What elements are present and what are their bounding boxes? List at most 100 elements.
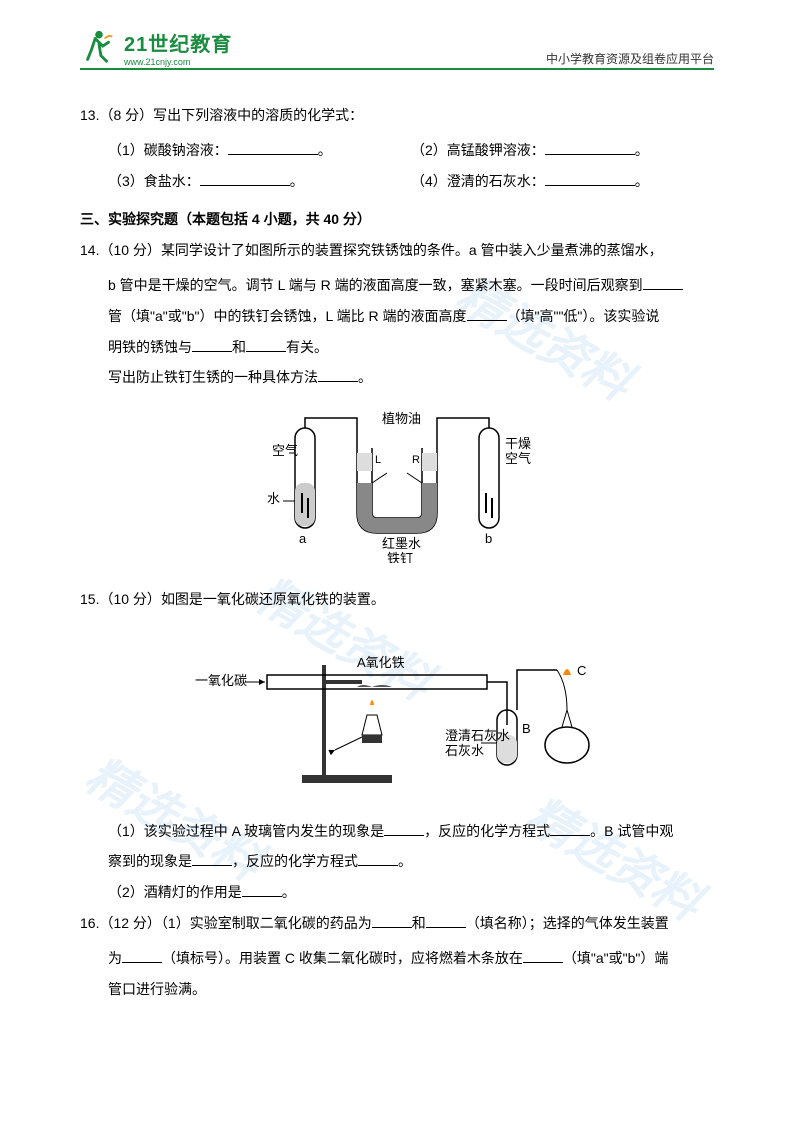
svg-text:一氧化碳: 一氧化碳 (195, 673, 247, 688)
section3-title: 三、实验探究题（本题包括 4 小题，共 40 分） (80, 204, 714, 235)
svg-text:空气: 空气 (272, 443, 298, 458)
blank (523, 947, 563, 963)
q14-l3hint: （填"高""低"）。该实验说 (507, 308, 660, 324)
q15-s2post: 。 (282, 884, 296, 900)
logo-runner-icon (80, 29, 118, 67)
svg-text:R: R (412, 454, 420, 466)
q14-line2: b 管中是干燥的空气。调节 L 端与 R 端的液面高度一致，塞紧木塞。一段时间后… (80, 270, 714, 301)
blank (384, 820, 424, 836)
q15-s1bpre: 察到的现象是 (108, 853, 192, 869)
q16-l2hint: （填"a"或"b"）端 (563, 950, 668, 966)
svg-text:红墨水: 红墨水 (382, 536, 421, 551)
header-divider (80, 68, 714, 70)
blank (228, 139, 318, 155)
svg-text:a: a (299, 531, 307, 546)
logo-url: www.21cnjy.com (124, 57, 232, 67)
q16-s1m2: （填名称）；选择的气体发生装置 (466, 915, 669, 931)
q16-line2: 为 （填标号）。用装置 C 收集二氧化碳时，应将燃着木条放在 （填"a"或"b"）端 (80, 943, 714, 974)
q15-s1mid: ，反应的化学方程式 (424, 823, 550, 839)
q16-l2mid: （填标号）。用装置 C 收集二氧化碳时，应将燃着木条放在 (162, 950, 523, 966)
blank (426, 912, 466, 928)
logo: 21世纪教育 www.21cnjy.com (80, 28, 232, 67)
blank (122, 947, 162, 963)
header-right-text: 中小学教育资源及组卷应用平台 (546, 50, 714, 67)
q16-s1m1: 和 (412, 915, 426, 931)
q13-sub-row2: （3）食盐水： 。 （4）澄清的石灰水： 。 (80, 166, 714, 197)
q14-points: （10 分） (99, 242, 160, 258)
q13-sub-3l: 食盐水： (144, 173, 200, 189)
q13-sub-1s: 。 (318, 142, 332, 158)
blank (545, 170, 635, 186)
q15-text: 如图是一氧化碳还原氧化铁的装置。 (161, 591, 385, 607)
q13-sub-4n: （4） (411, 173, 447, 189)
svg-text:水: 水 (267, 491, 280, 506)
q15-sub1b: 察到的现象是 ，反应的化学方程式 。 (80, 846, 714, 877)
svg-text:B: B (522, 721, 531, 736)
blank (467, 305, 507, 321)
blank (192, 336, 232, 352)
q13-points: （8 分） (99, 107, 153, 123)
q13-sub-2n: （2） (411, 142, 447, 158)
blank (192, 850, 232, 866)
q13-sub-1n: （1） (108, 142, 144, 158)
svg-text:A氧化铁: A氧化铁 (357, 655, 405, 670)
q15-diagram: A氧化铁 一氧化碳 澄清石灰水 石灰水 B C (80, 625, 714, 806)
q15-s1post: 。B 试管中观 (590, 823, 673, 839)
blank (200, 170, 290, 186)
q14-num: 14. (80, 242, 99, 258)
q14-l5post: 。 (358, 369, 372, 385)
q13-stem: 13.（8 分）写出下列溶液中的溶质的化学式： (80, 100, 714, 131)
svg-text:澄清石灰水: 澄清石灰水 (445, 728, 510, 743)
blank (550, 820, 590, 836)
q13-sub-3s: 。 (290, 173, 304, 189)
q16-points: （12 分） (99, 915, 160, 931)
blank (643, 274, 683, 290)
q14-l4mid: 和 (232, 339, 246, 355)
page-content: 13.（8 分）写出下列溶液中的溶质的化学式： （1）碳酸钠溶液： 。 （2）高锰… (80, 100, 714, 1004)
blank (318, 366, 358, 382)
svg-text:b: b (485, 531, 492, 546)
blank (246, 336, 286, 352)
q15-s1pre: （1）该实验过程中 A 玻璃管内发生的现象是 (108, 823, 384, 839)
q15-num: 15. (80, 591, 99, 607)
q16-s1pre: （1）实验室制取二氧化碳的药品为 (161, 915, 372, 931)
q14-line4: 明铁的锈蚀与 和 有关。 (80, 332, 714, 363)
q14-l4post: 有关。 (286, 339, 328, 355)
svg-text:植物油: 植物油 (382, 411, 421, 426)
logo-title: 21世纪教育 (124, 28, 232, 57)
svg-text:铁钉: 铁钉 (387, 551, 413, 563)
q13-sub-4l: 澄清的石灰水： (447, 173, 545, 189)
svg-text:C: C (577, 663, 586, 678)
q14-l1: 某同学设计了如图所示的装置探究铁锈蚀的条件。a 管中装入少量煮沸的蒸馏水， (161, 242, 663, 258)
q13-sub-4s: 。 (635, 173, 649, 189)
q15-stem: 15.（10 分）如图是一氧化碳还原氧化铁的装置。 (80, 584, 714, 615)
q14-l4pre: 明铁的锈蚀与 (108, 339, 192, 355)
q13-num: 13. (80, 107, 99, 123)
q14-diagram: 空气 水 a 植物油 L R 红墨水 铁钉 干燥 空气 b (80, 403, 714, 574)
q14-l2: b 管中是干燥的空气。调节 L 端与 R 端的液面高度一致，塞紧木塞。一段时间后… (108, 277, 643, 293)
q13-text: 写出下列溶液中的溶质的化学式： (153, 107, 363, 123)
q14-line3: 管（填"a"或"b"）中的铁钉会锈蚀，L 端比 R 端的液面高度（填"高""低"… (80, 301, 714, 332)
blank (358, 850, 398, 866)
q14-line1: 14.（10 分）某同学设计了如图所示的装置探究铁锈蚀的条件。a 管中装入少量煮… (80, 235, 714, 266)
q16-l2pre: 为 (108, 950, 122, 966)
q15-s1bpost: 。 (398, 853, 412, 869)
q16-line3: 管口进行验满。 (80, 974, 714, 1005)
q13-sub-3n: （3） (108, 173, 144, 189)
q14-line5: 写出防止铁钉生锈的一种具体方法。 (80, 362, 714, 393)
svg-text:L: L (375, 454, 381, 466)
q13-sub-2l: 高锰酸钾溶液： (447, 142, 545, 158)
q16-num: 16. (80, 915, 99, 931)
q15-sub1a: （1）该实验过程中 A 玻璃管内发生的现象是 ，反应的化学方程式 。B 试管中观 (80, 816, 714, 847)
q13-sub-1l: 碳酸钠溶液： (144, 142, 228, 158)
q15-s1bmid: ，反应的化学方程式 (232, 853, 358, 869)
q15-s2: （2）酒精灯的作用是 (108, 884, 242, 900)
svg-text:石灰水: 石灰水 (445, 743, 484, 758)
svg-text:干燥: 干燥 (505, 436, 531, 451)
q15-points: （10 分） (99, 591, 160, 607)
blank (372, 912, 412, 928)
q16-line1: 16.（12 分）（1）实验室制取二氧化碳的药品为 和 （填名称）；选择的气体发生装… (80, 908, 714, 939)
blank (242, 881, 282, 897)
blank (545, 139, 635, 155)
svg-text:空气: 空气 (505, 451, 531, 466)
